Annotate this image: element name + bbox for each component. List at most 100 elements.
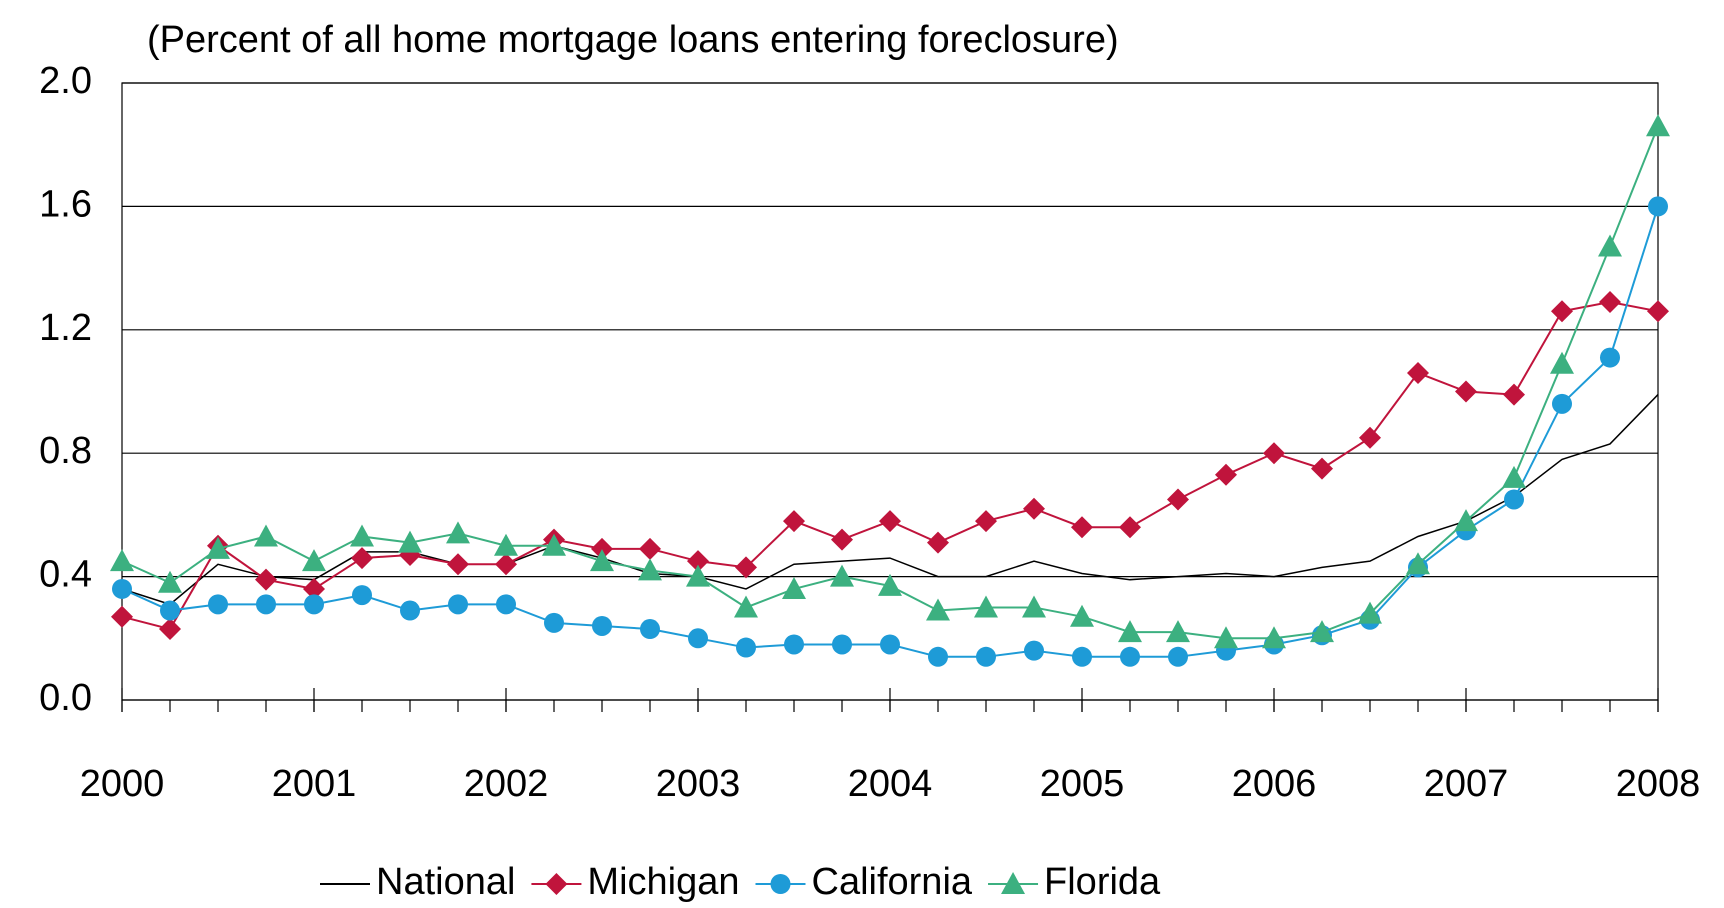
point xyxy=(496,594,516,615)
point xyxy=(304,594,324,615)
point xyxy=(591,537,613,560)
point xyxy=(1071,516,1093,539)
point xyxy=(400,600,420,621)
point xyxy=(1600,347,1620,368)
point xyxy=(976,646,996,667)
point xyxy=(1648,196,1668,217)
point xyxy=(208,594,228,615)
point xyxy=(880,634,900,655)
legend-marker xyxy=(770,874,791,894)
point xyxy=(1310,620,1334,643)
point xyxy=(448,594,468,615)
point xyxy=(1166,620,1190,643)
point xyxy=(1454,509,1478,532)
point xyxy=(1072,646,1092,667)
point xyxy=(1646,114,1670,137)
point xyxy=(735,556,757,579)
point xyxy=(1504,489,1524,510)
point xyxy=(688,628,708,649)
y-tick-label: 0.8 xyxy=(39,430,92,472)
point xyxy=(831,528,853,551)
point xyxy=(447,553,469,576)
x-tick-label: 2003 xyxy=(656,763,741,805)
point xyxy=(542,533,566,556)
x-tick-label: 2002 xyxy=(464,763,549,805)
point xyxy=(160,600,180,621)
x-tick-label: 2000 xyxy=(80,763,165,805)
plot-area xyxy=(121,82,1659,701)
point xyxy=(1407,361,1429,384)
x-tick-label: 2006 xyxy=(1232,763,1317,805)
point xyxy=(1455,380,1477,403)
point xyxy=(640,619,660,640)
x-tick-label: 2008 xyxy=(1616,763,1701,805)
y-tick-label: 1.2 xyxy=(39,307,92,349)
point xyxy=(1502,465,1526,488)
series-line xyxy=(121,394,1659,606)
point xyxy=(1263,442,1285,465)
point xyxy=(1215,463,1237,486)
point xyxy=(734,595,758,618)
point xyxy=(1552,393,1572,414)
y-tick-label: 2.0 xyxy=(39,60,92,102)
point xyxy=(1168,646,1188,667)
point xyxy=(206,536,230,559)
point xyxy=(878,573,902,596)
point xyxy=(350,524,374,547)
point xyxy=(1359,426,1381,449)
point xyxy=(1070,604,1094,627)
point xyxy=(446,521,470,544)
point xyxy=(1598,234,1622,257)
point xyxy=(1503,383,1525,406)
point xyxy=(736,637,756,658)
point xyxy=(112,578,132,599)
point xyxy=(1262,626,1286,649)
legend-label: Florida xyxy=(1044,861,1161,903)
chart-title: (Percent of all home mortgage loans ente… xyxy=(147,19,1119,61)
series-line xyxy=(121,125,1659,640)
x-tick-label: 2007 xyxy=(1424,763,1509,805)
point xyxy=(784,634,804,655)
point xyxy=(1599,291,1621,314)
legend-marker xyxy=(1001,872,1026,894)
y-tick-label: 0.4 xyxy=(39,554,92,596)
point xyxy=(928,646,948,667)
point xyxy=(110,549,134,572)
point xyxy=(686,564,710,587)
legend-label: California xyxy=(812,861,973,903)
point xyxy=(1119,516,1141,539)
point xyxy=(1023,497,1045,520)
point xyxy=(352,585,372,606)
point xyxy=(832,634,852,655)
point xyxy=(782,576,806,599)
point xyxy=(254,524,278,547)
point xyxy=(303,577,325,600)
x-tick-label: 2005 xyxy=(1040,763,1125,805)
point xyxy=(974,595,998,618)
point xyxy=(590,549,614,572)
point xyxy=(1118,620,1142,643)
point xyxy=(830,564,854,587)
point xyxy=(639,537,661,560)
point xyxy=(1311,457,1333,480)
point xyxy=(1406,552,1430,575)
point xyxy=(927,531,949,554)
y-tick-label: 1.6 xyxy=(39,183,92,225)
legend-marker xyxy=(545,873,568,895)
x-tick-label: 2001 xyxy=(272,763,357,805)
point xyxy=(256,594,276,615)
point xyxy=(1647,300,1669,323)
point xyxy=(494,533,518,556)
point xyxy=(302,549,326,572)
point xyxy=(687,550,709,573)
point xyxy=(879,510,901,533)
point xyxy=(1214,626,1238,649)
point xyxy=(1167,488,1189,511)
point xyxy=(159,618,181,641)
point xyxy=(1022,595,1046,618)
point xyxy=(398,530,422,553)
point xyxy=(111,605,133,628)
legend-label: National xyxy=(376,861,515,903)
point xyxy=(783,510,805,533)
